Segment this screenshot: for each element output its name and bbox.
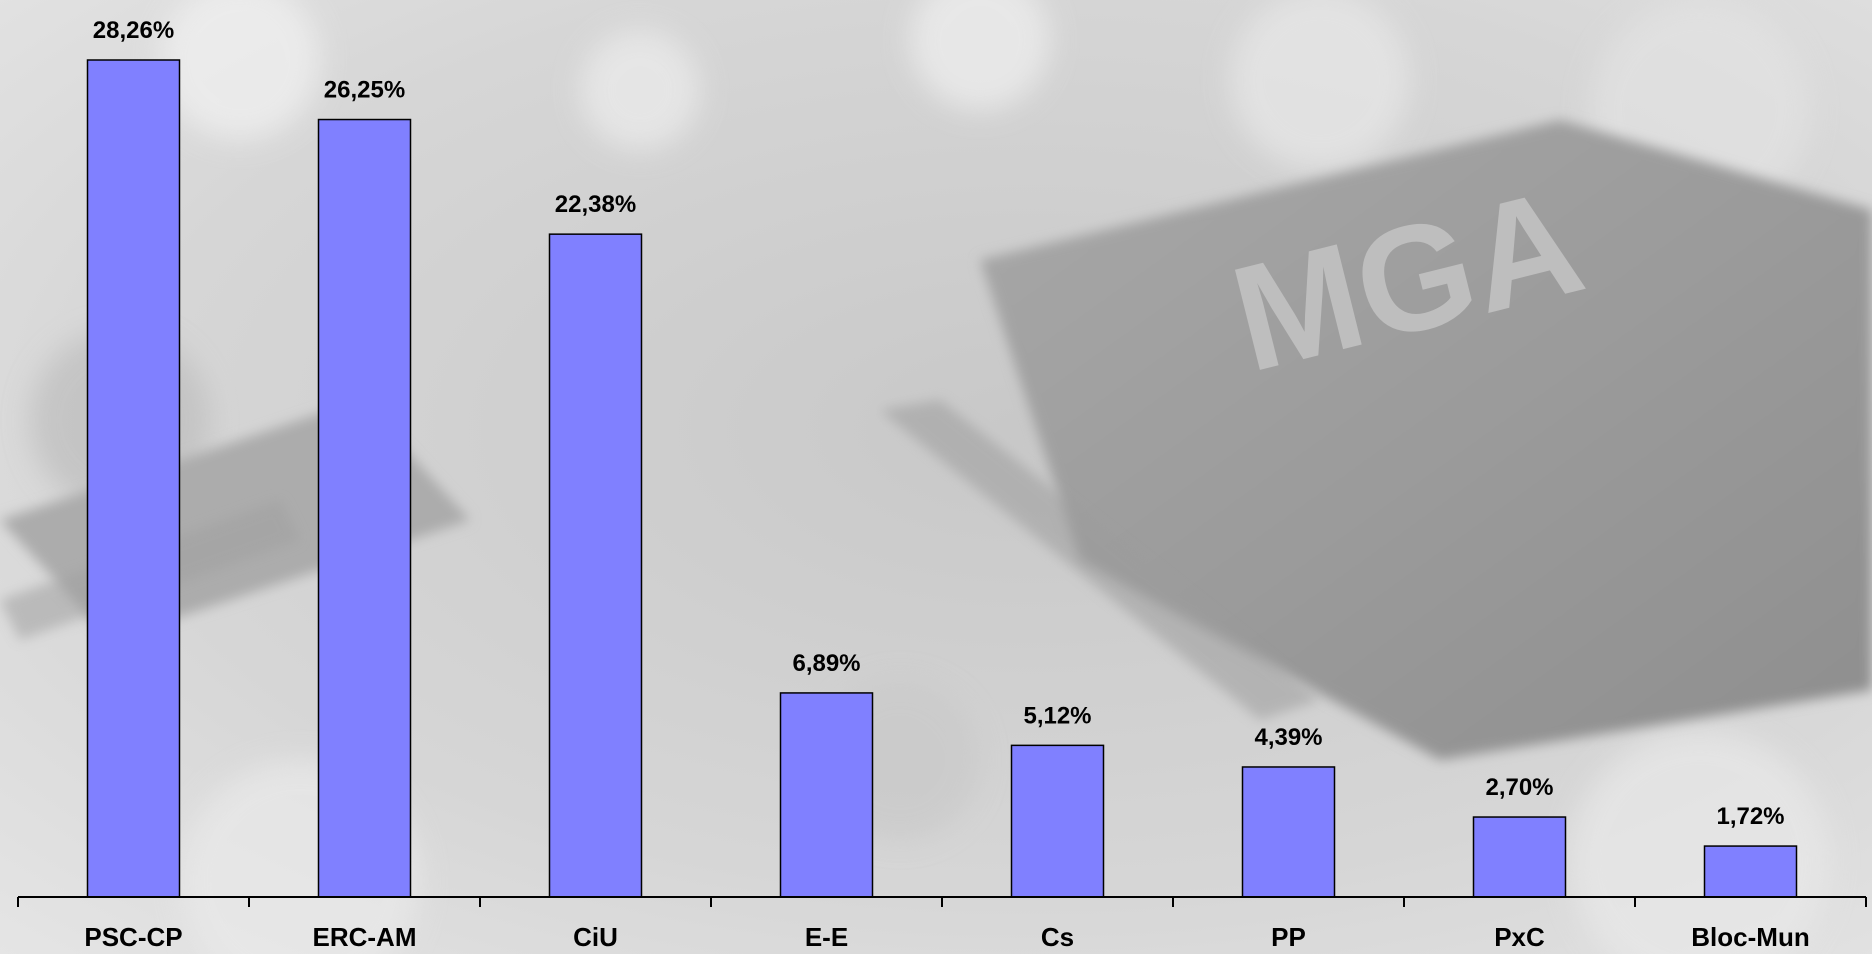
bar-e-e: [779, 692, 874, 898]
background-logo-text: MGA: [1217, 156, 1597, 404]
x-tick-label: ERC-AM: [313, 922, 417, 952]
bar-psc-cp: [86, 59, 181, 898]
bar-bloc-mun: [1703, 845, 1798, 898]
bar-ciu: [548, 233, 643, 898]
x-tick-label: CiU: [573, 922, 618, 952]
data-label: 2,70%: [1485, 774, 1553, 801]
x-tick-label: Bloc-Mun: [1691, 922, 1809, 952]
data-label: 28,26%: [93, 17, 174, 44]
x-tick-label: Cs: [1041, 922, 1074, 952]
x-tick-label: E-E: [805, 922, 848, 952]
x-tick-label: PxC: [1494, 922, 1545, 952]
bar-erc-am: [317, 118, 412, 898]
x-tick-label: PP: [1271, 922, 1306, 952]
plot-area: 28,26% PSC-CP 26,25% ERC-AM 22,38% CiU 6,89% E-…: [17, 17, 1867, 952]
data-label: 4,39%: [1254, 724, 1322, 751]
data-label: 1,72%: [1716, 803, 1784, 830]
data-label: 26,25%: [324, 77, 405, 104]
bar-pxc: [1472, 816, 1567, 898]
data-label: 22,38%: [555, 191, 636, 218]
bar-cs: [1010, 744, 1105, 898]
data-label: 5,12%: [1023, 702, 1091, 729]
x-tick-label: PSC-CP: [84, 922, 182, 952]
bar-pp: [1241, 766, 1336, 898]
data-label: 6,89%: [792, 650, 860, 677]
